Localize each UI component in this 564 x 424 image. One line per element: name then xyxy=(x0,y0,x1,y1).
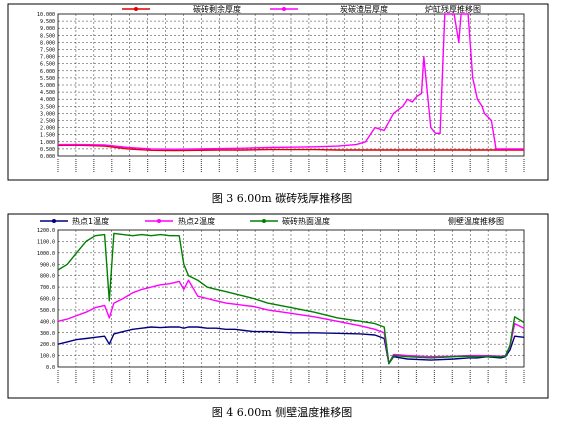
fig4-legend-label-2: 碳砖热面温度 xyxy=(282,216,330,226)
fig3-y-tick-label: 6.500 xyxy=(40,62,55,68)
fig3-y-tick-label: 3.000 xyxy=(40,111,55,117)
fig3-y-tick-label: 6.000 xyxy=(40,69,55,75)
fig4-series-0 xyxy=(57,326,525,365)
fig4-y-tick-label: 200.0 xyxy=(40,342,55,348)
fig4-legend-marker-2 xyxy=(262,219,266,223)
fig4-y-tick-label: 0.0 xyxy=(46,365,55,371)
figure-4-caption: 图 4 6.00m 侧壁温度推移图 xyxy=(211,406,353,419)
fig3-y-tick-label: 1.000 xyxy=(40,140,55,146)
fig4-y-tick-label: 900.0 xyxy=(40,262,55,268)
fig4-y-tick-label: 1100.0 xyxy=(37,239,55,245)
fig3-legend-label-1: 炭碳渣层厚度 xyxy=(340,4,388,14)
fig3-y-tick-label: 7.000 xyxy=(40,55,55,61)
fig3-y-tick-label: 2.000 xyxy=(40,126,55,132)
fig4-y-tick-label: 500.0 xyxy=(40,308,55,314)
fig3-y-tick-label: 0.500 xyxy=(40,147,55,153)
fig3-y-tick-label: 9.500 xyxy=(40,19,55,25)
fig3-y-tick-label: 4.000 xyxy=(40,97,55,103)
fig4-y-tick-label: 800.0 xyxy=(40,274,55,280)
fig3-y-tick-label: 0.000 xyxy=(40,154,55,160)
fig3-legend-marker-0 xyxy=(134,7,138,11)
fig3-y-tick-label: 8.000 xyxy=(40,40,55,46)
fig4-legend-marker-0 xyxy=(52,219,56,223)
fig4-series-2 xyxy=(57,232,525,365)
fig3-y-tick-label: 3.500 xyxy=(40,104,55,110)
fig4-y-tick-label: 400.0 xyxy=(40,319,55,325)
fig3-y-tick-label: 4.500 xyxy=(40,90,55,96)
fig3-y-tick-label: 5.500 xyxy=(40,76,55,82)
fig3-legend-marker-1 xyxy=(282,7,286,11)
figure-3-caption: 图 3 6.00m 碳砖残厚推移图 xyxy=(211,192,353,205)
fig4-y-tick-label: 600.0 xyxy=(40,297,55,303)
fig3-y-tick-label: 9.000 xyxy=(40,26,55,32)
fig4-legend-marker-1 xyxy=(157,219,161,223)
fig4-y-tick-label: 1200.0 xyxy=(37,228,55,234)
fig4-y-tick-label: 300.0 xyxy=(40,331,55,337)
fig3-chart-title: 炉缸残厚推移图 xyxy=(425,4,481,14)
fig4-legend-label-0: 热点1温度 xyxy=(72,216,109,226)
fig4-y-tick-label: 100.0 xyxy=(40,354,55,360)
fig4-chart-title: 侧壁温度推移图 xyxy=(448,216,504,226)
fig3-y-tick-label: 2.500 xyxy=(40,119,55,125)
fig3-series-1 xyxy=(58,13,524,150)
fig4-y-tick-label: 1000.0 xyxy=(37,251,55,257)
fig3-series-0 xyxy=(58,144,524,152)
fig3-y-tick-label: 5.000 xyxy=(40,83,55,89)
fig3-y-tick-label: 8.500 xyxy=(40,33,55,39)
fig4-y-tick-label: 700.0 xyxy=(40,285,55,291)
fig3-y-tick-label: 7.500 xyxy=(40,48,55,54)
fig3-y-tick-label: 1.500 xyxy=(40,133,55,139)
fig3-legend-label-0: 碳砖剩余厚度 xyxy=(193,4,241,14)
fig3-y-tick-label: 10.000 xyxy=(37,12,55,18)
fig4-legend-label-1: 热点2温度 xyxy=(178,216,215,226)
